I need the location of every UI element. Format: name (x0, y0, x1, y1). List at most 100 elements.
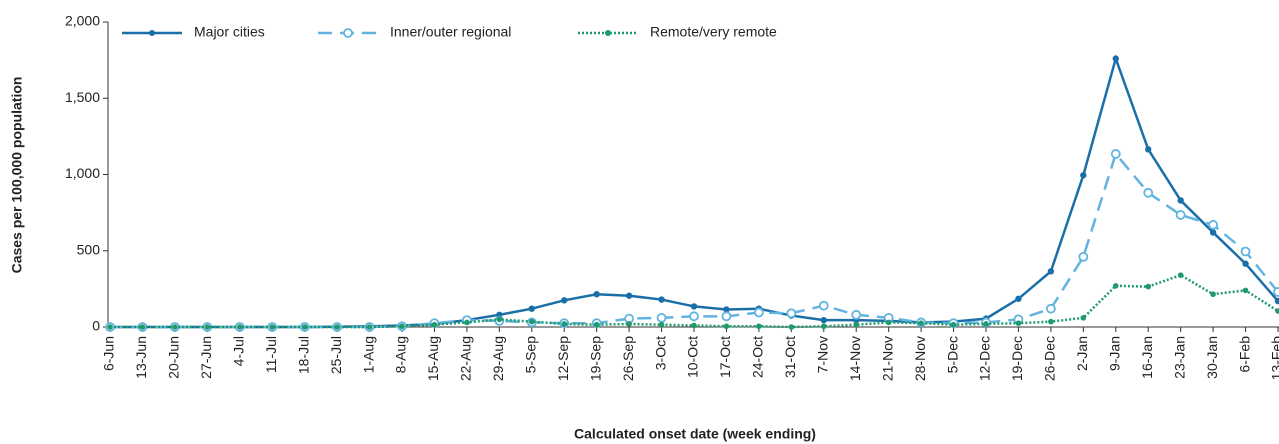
x-tick-label: 21-Nov (879, 336, 895, 381)
y-tick-label: 0 (92, 318, 100, 334)
x-tick-label: 29-Aug (490, 336, 506, 381)
data-point (1143, 187, 1154, 198)
x-tick-label: 9-Jan (1106, 336, 1122, 371)
data-point (1274, 297, 1279, 305)
data-point (626, 321, 632, 327)
x-tick-label: 13-Feb (1269, 336, 1279, 381)
data-point (658, 321, 665, 328)
x-tick-label: 26-Dec (1042, 336, 1058, 381)
legend-marker (605, 30, 611, 36)
x-tick-label: 6-Feb (1236, 336, 1252, 373)
data-point (366, 324, 373, 330)
x-axis-title: Calculated onset date (week ending) (574, 426, 816, 442)
data-point (1242, 260, 1249, 267)
x-tick-label: 25-Jul (328, 336, 344, 374)
data-point (1015, 295, 1022, 302)
x-tick-label: 12-Dec (977, 336, 993, 381)
x-tick-label: 19-Dec (1009, 336, 1025, 381)
x-tick-label: 22-Aug (458, 336, 474, 381)
data-point (1240, 246, 1251, 257)
x-tick-label: 4-Jul (230, 336, 246, 366)
data-point (1273, 287, 1279, 297)
data-point (528, 318, 535, 325)
data-point (1208, 219, 1219, 230)
x-tick-label: 12-Sep (555, 336, 571, 381)
x-tick-label: 15-Aug (425, 336, 441, 381)
x-tick-label: 18-Jul (295, 336, 311, 374)
x-tick-label: 20-Jun (166, 336, 182, 379)
data-point (723, 306, 730, 313)
x-tick-label: 3-Oct (652, 336, 668, 370)
data-point (236, 324, 243, 330)
data-point (820, 323, 827, 330)
data-point (820, 316, 827, 324)
data-point (885, 319, 892, 326)
y-tick-label: 1,500 (65, 89, 100, 105)
data-point (593, 291, 600, 298)
data-point (753, 307, 764, 318)
data-point (786, 308, 797, 319)
x-tick-label: 2-Jan (1074, 336, 1090, 371)
x-tick-label: 6-Jun (101, 336, 117, 371)
y-axis-title: Cases per 100,000 population (9, 77, 25, 274)
data-point (1177, 272, 1184, 278)
data-point (269, 324, 276, 330)
data-point (172, 324, 178, 330)
data-point (1145, 283, 1152, 290)
data-point (723, 323, 730, 330)
data-point (1242, 287, 1249, 294)
data-point (691, 322, 697, 329)
data-point (528, 305, 535, 312)
data-point (431, 321, 438, 328)
x-tick-label: 7-Nov (814, 336, 830, 373)
x-tick-label: 23-Jan (1171, 336, 1187, 379)
data-point (851, 309, 862, 320)
x-tick-label: 17-Oct (717, 336, 733, 378)
data-point (1112, 283, 1119, 289)
x-tick-label: 11-Jul (263, 336, 279, 373)
data-point (1080, 315, 1087, 321)
data-point (334, 324, 340, 330)
data-point (756, 323, 762, 330)
data-point (1047, 268, 1055, 275)
data-point (561, 297, 568, 304)
x-tick-label: 30-Jan (1204, 336, 1220, 379)
data-point (1080, 172, 1087, 179)
data-point (983, 321, 989, 327)
data-point (690, 303, 698, 310)
series-line (110, 54, 1279, 329)
y-tick-label: 2,000 (65, 13, 100, 29)
x-tick-label: 1-Aug (360, 336, 376, 373)
legend-label: Remote/very remote (650, 24, 777, 40)
data-point (1078, 251, 1089, 262)
data-point (204, 324, 211, 330)
x-tick-label: 13-Jun (133, 336, 149, 379)
data-point (1048, 318, 1054, 325)
data-point (818, 300, 829, 311)
x-tick-label: 16-Jan (1139, 336, 1155, 379)
data-point (656, 312, 667, 323)
x-tick-label: 27-Jun (198, 336, 214, 379)
data-point (561, 321, 568, 327)
data-point (788, 324, 795, 330)
data-point (107, 324, 113, 330)
legend-marker (149, 30, 155, 36)
data-point (1045, 303, 1056, 314)
data-point (593, 321, 600, 328)
x-tick-label: 31-Oct (782, 336, 798, 378)
x-tick-label: 8-Aug (393, 336, 409, 373)
legend-label: Inner/outer regional (390, 24, 511, 40)
data-point (625, 292, 633, 299)
data-point (301, 324, 308, 330)
data-point (689, 311, 699, 322)
data-point (1015, 320, 1022, 326)
x-tick-label: 28-Nov (912, 336, 928, 381)
x-tick-label: 10-Oct (685, 336, 701, 378)
y-tick-label: 500 (77, 241, 101, 257)
data-point (399, 323, 405, 330)
legend-marker (343, 28, 353, 38)
y-tick-label: 1,000 (65, 165, 100, 181)
x-tick-label: 5-Sep (522, 336, 538, 374)
data-point (1177, 197, 1184, 204)
